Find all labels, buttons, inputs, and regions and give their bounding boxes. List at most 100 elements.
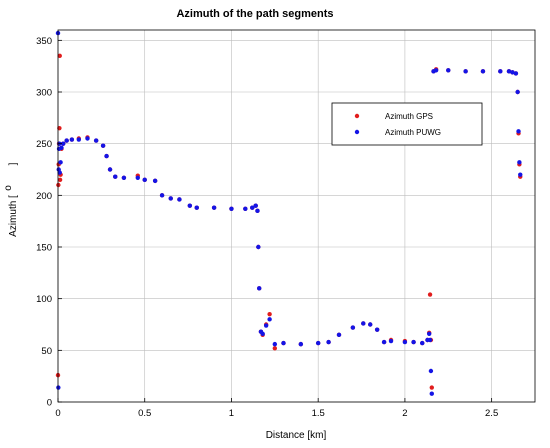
puwg-point xyxy=(168,196,173,201)
puwg-point xyxy=(243,206,248,211)
legend-marker-puwg xyxy=(354,129,360,135)
puwg-point xyxy=(211,205,217,210)
y-tick-label: 0 xyxy=(47,398,52,409)
puwg-point xyxy=(281,340,286,346)
puwg-point xyxy=(267,317,272,322)
x-tick-label: 1.5 xyxy=(312,408,325,419)
puwg-point xyxy=(420,340,425,346)
puwg-point xyxy=(506,69,512,74)
y-axis-label-main: Azimuth [ xyxy=(8,195,19,237)
y-axis-label-close: ] xyxy=(8,162,19,165)
puwg-point xyxy=(257,286,262,291)
puwg-point xyxy=(516,129,521,134)
puwg-point xyxy=(368,322,373,327)
puwg-point xyxy=(336,332,342,338)
puwg-point xyxy=(350,325,356,330)
chart-title: Azimuth of the path segments xyxy=(176,8,333,20)
y-ticks: 0 50 100 150 200 250 300 350 xyxy=(36,36,62,409)
x-tick-label: 0 xyxy=(55,408,60,419)
puwg-point xyxy=(426,331,432,336)
gps-point xyxy=(429,385,434,390)
puwg-point xyxy=(361,321,366,326)
puwg-point xyxy=(480,69,486,74)
puwg-point xyxy=(57,170,62,175)
puwg-point xyxy=(69,137,75,142)
puwg-point xyxy=(250,205,255,210)
puwg-point xyxy=(428,368,434,374)
x-tick-label: 1 xyxy=(229,408,234,419)
puwg-point xyxy=(177,197,182,202)
puwg-point xyxy=(256,244,261,250)
y-tick-label: 100 xyxy=(36,294,52,305)
puwg-point xyxy=(58,160,63,165)
y-tick-label: 350 xyxy=(36,36,52,47)
puwg-point xyxy=(263,323,269,328)
y-tick-label: 250 xyxy=(36,139,52,150)
puwg-point xyxy=(411,339,416,345)
puwg-point xyxy=(194,205,199,210)
legend-marker-gps xyxy=(354,113,360,119)
puwg-point xyxy=(64,138,69,143)
gps-point xyxy=(272,346,278,351)
puwg-point xyxy=(518,172,523,177)
puwg-point xyxy=(135,175,140,180)
gps-point xyxy=(57,177,63,183)
puwg-point xyxy=(93,138,99,143)
puwg-point xyxy=(326,339,331,345)
y-axis-label: Azimuth [ o ] xyxy=(3,162,19,236)
x-tick-label: 0.5 xyxy=(138,408,151,419)
legend-label-puwg: Azimuth PUWG xyxy=(385,128,441,137)
puwg-point xyxy=(229,206,234,211)
puwg-point xyxy=(315,340,321,346)
legend-label-gps: Azimuth GPS xyxy=(385,112,433,121)
puwg-point xyxy=(433,68,439,73)
puwg-point xyxy=(253,203,258,208)
plot-area-frame xyxy=(57,29,536,403)
puwg-point xyxy=(374,327,380,332)
puwg-point xyxy=(100,143,106,148)
puwg-point xyxy=(152,178,158,184)
puwg-point xyxy=(255,208,260,214)
puwg-point xyxy=(513,71,519,76)
y-tick-label: 200 xyxy=(36,191,52,202)
puwg-point xyxy=(388,338,394,344)
puwg-point xyxy=(159,193,165,198)
puwg-point xyxy=(187,203,193,208)
puwg-point xyxy=(272,341,278,347)
puwg-point xyxy=(76,137,82,142)
puwg-point xyxy=(107,167,113,172)
puwg-point xyxy=(298,341,304,347)
gps-point xyxy=(267,311,272,317)
x-tick-label: 2 xyxy=(402,408,407,419)
y-tick-label: 150 xyxy=(36,243,52,254)
y-tick-label: 50 xyxy=(41,346,52,357)
puwg-point xyxy=(515,89,520,95)
gps-point xyxy=(57,53,62,59)
series-puwg xyxy=(55,30,523,396)
puwg-point xyxy=(142,177,147,183)
puwg-point xyxy=(498,69,503,74)
x-ticks: 0 0.5 1 1.5 2 2.5 xyxy=(55,398,498,419)
data-points xyxy=(55,30,523,396)
puwg-point xyxy=(427,337,433,343)
puwg-point xyxy=(104,153,109,159)
puwg-point xyxy=(260,331,265,336)
puwg-point xyxy=(429,391,434,396)
puwg-point xyxy=(61,141,66,146)
puwg-point xyxy=(113,174,118,179)
puwg-point xyxy=(59,145,64,150)
gps-point xyxy=(427,292,433,297)
puwg-point xyxy=(463,69,468,74)
puwg-point xyxy=(446,68,451,73)
y-axis-label-degree: o xyxy=(3,185,14,191)
puwg-point xyxy=(510,70,515,75)
puwg-point xyxy=(121,175,127,180)
legend: Azimuth GPS Azimuth PUWG xyxy=(331,102,483,146)
x-tick-label: 2.5 xyxy=(485,408,498,419)
grid xyxy=(57,30,535,403)
puwg-point xyxy=(381,339,387,345)
puwg-point xyxy=(85,136,90,141)
x-axis-label: Distance [km] xyxy=(266,430,327,441)
puwg-point xyxy=(517,160,522,165)
